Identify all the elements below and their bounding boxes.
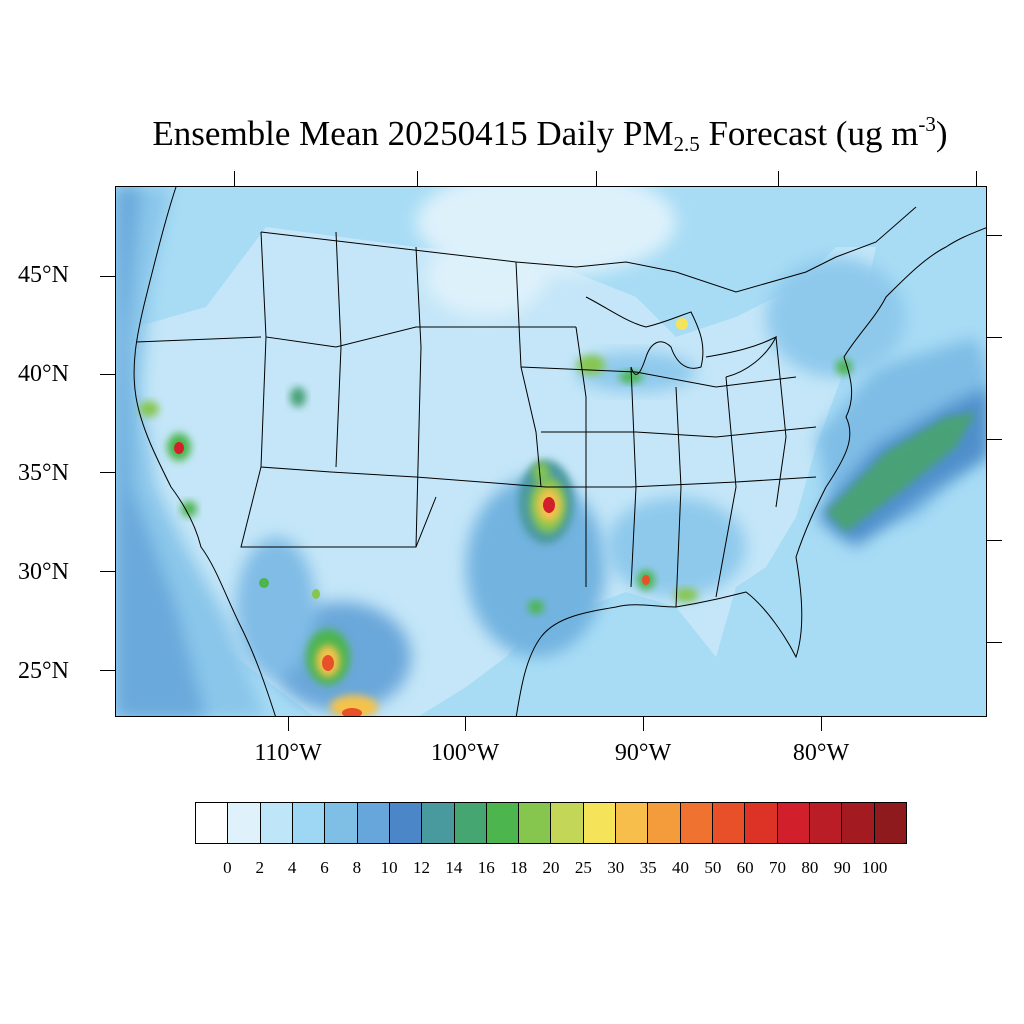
lon-tick xyxy=(778,171,779,186)
colorbar-label: 18 xyxy=(510,858,528,877)
colorbar-label: 14 xyxy=(445,858,463,877)
lon-tick xyxy=(234,171,235,186)
colorbar-swatch xyxy=(680,803,713,843)
lon-label-90w: 90°W xyxy=(614,740,672,766)
lon-label-80w: 80°W xyxy=(792,740,850,766)
colorbar-label: 30 xyxy=(607,858,625,877)
lat-tick xyxy=(987,642,1002,643)
colorbar xyxy=(195,802,907,844)
colorbar-label: 0 xyxy=(223,858,232,877)
lon-tick xyxy=(643,717,644,731)
colorbar-label: 2 xyxy=(255,858,264,877)
lat-tick xyxy=(100,571,115,572)
lat-label-45: 45°N xyxy=(18,262,69,288)
colorbar-label: 100 xyxy=(861,858,888,877)
colorbar-labels: 0 2 4 6 8 10 12 14 16 18 20 25 30 35 40 50 60 70 80 90 100 xyxy=(195,858,907,878)
colorbar-label: 90 xyxy=(833,858,851,877)
colorbar-label: 8 xyxy=(352,858,362,877)
colorbar-swatch xyxy=(486,803,520,843)
lat-tick xyxy=(987,540,1002,541)
colorbar-swatch xyxy=(583,803,617,843)
lon-tick xyxy=(976,171,977,186)
lon-tick xyxy=(417,171,418,186)
colorbar-swatch xyxy=(648,803,681,843)
colorbar-swatch xyxy=(745,803,778,843)
colorbar-swatch xyxy=(228,803,261,843)
colorbar-swatch xyxy=(196,803,229,843)
colorbar-label: 50 xyxy=(704,858,722,877)
colorbar-swatch xyxy=(842,803,875,843)
colorbar-label: 20 xyxy=(542,858,560,877)
colorbar-swatch xyxy=(292,803,326,843)
lon-tick xyxy=(465,717,466,731)
colorbar-swatch xyxy=(777,803,810,843)
lat-tick xyxy=(100,670,115,671)
colorbar-swatch xyxy=(389,803,423,843)
lat-tick xyxy=(987,439,1002,440)
colorbar-swatch xyxy=(874,803,906,843)
colorbar-label: 4 xyxy=(287,858,297,877)
map-title: Ensemble Mean 20250415 Daily PM2.5 Forec… xyxy=(152,112,948,156)
lon-label-100w: 100°W xyxy=(430,740,500,766)
colorbar-swatch xyxy=(519,803,552,843)
colorbar-label: 60 xyxy=(736,858,754,877)
colorbar-swatch xyxy=(325,803,358,843)
lon-tick xyxy=(596,171,597,186)
lon-tick xyxy=(288,717,289,731)
colorbar-swatch xyxy=(260,803,293,843)
colorbar-label: 12 xyxy=(413,858,431,877)
lat-tick xyxy=(100,276,115,277)
lon-tick xyxy=(821,717,822,731)
colorbar-label: 16 xyxy=(477,858,495,877)
colorbar-swatch xyxy=(357,803,390,843)
lat-tick xyxy=(100,374,115,375)
lat-label-35: 35°N xyxy=(18,460,69,486)
colorbar-swatch xyxy=(616,803,649,843)
colorbar-swatch xyxy=(454,803,487,843)
map-canvas xyxy=(116,187,986,716)
colorbar-label: 80 xyxy=(801,858,819,877)
colorbar-swatch xyxy=(422,803,455,843)
lat-label-25: 25°N xyxy=(18,658,69,684)
colorbar-label: 25 xyxy=(574,858,592,877)
colorbar-label: 6 xyxy=(320,858,329,877)
colorbar-swatch xyxy=(551,803,584,843)
colorbar-label: 70 xyxy=(769,858,787,877)
concentration-field xyxy=(116,187,986,716)
coastline-and-state-borders xyxy=(133,187,986,716)
colorbar-label: 35 xyxy=(639,858,657,877)
colorbar-swatch xyxy=(713,803,746,843)
lat-tick xyxy=(987,337,1002,338)
colorbar-label: 10 xyxy=(380,858,398,877)
lat-label-40: 40°N xyxy=(18,361,69,387)
lat-label-30: 30°N xyxy=(18,559,69,585)
pm25-forecast-map xyxy=(115,186,987,717)
colorbar-label: 40 xyxy=(671,858,689,877)
lat-tick xyxy=(987,235,1002,236)
colorbar-swatch xyxy=(809,803,843,843)
lat-tick xyxy=(100,472,115,473)
lon-label-110w: 110°W xyxy=(254,740,322,766)
